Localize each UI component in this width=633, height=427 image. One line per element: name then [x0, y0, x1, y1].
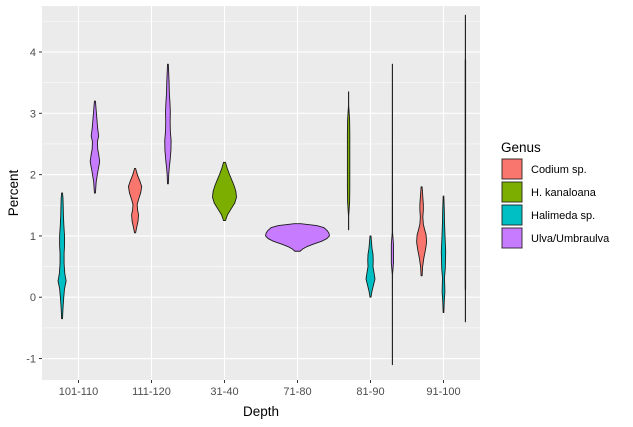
- x-tick-label: 71-80: [283, 386, 311, 398]
- legend-label: Ulva/Umbraulva: [531, 233, 610, 245]
- legend-label: Halimeda sp.: [531, 210, 595, 222]
- y-tick-label: -1: [26, 354, 36, 366]
- violin-halimeda-sp--101-110: [57, 192, 67, 320]
- grid: [42, 6, 480, 380]
- y-tick-label: 2: [30, 170, 36, 182]
- legend-swatch: [501, 227, 523, 249]
- legend-swatch: [501, 181, 523, 203]
- y-tick-label: 0: [30, 292, 36, 304]
- y-tick-label: 4: [30, 47, 36, 59]
- violin-ulva-umbraulva-81-90: [390, 63, 394, 366]
- legend-swatch: [501, 158, 523, 180]
- violin-codium-sp--111-120: [127, 168, 143, 234]
- violin-h-kanaloana-31-40: [212, 161, 237, 222]
- y-axis-title: Percent: [6, 169, 21, 216]
- legend-swatch: [501, 204, 523, 226]
- y-axis-ticks: -1 0 1 2 3 4: [26, 47, 42, 366]
- x-axis-title: Depth: [243, 404, 279, 419]
- panel-background: [42, 6, 480, 380]
- violin-h-kanaloana-81-90: [346, 91, 351, 231]
- x-tick-label: 31-40: [210, 386, 238, 398]
- legend: Genus Codium sp. H. kanaloana Halimeda sp.…: [501, 140, 610, 249]
- legend-label: H. kanaloana: [531, 187, 597, 199]
- violins: [57, 14, 467, 366]
- violin-halimeda-sp--81-90: [365, 235, 376, 298]
- violin-ulva-umbraulva-71-80: [265, 223, 330, 252]
- legend-title: Genus: [501, 140, 541, 155]
- y-tick-label: 3: [30, 108, 36, 120]
- violin-ulva-umbraulva-111-120: [164, 63, 172, 185]
- x-tick-label: 91-100: [426, 386, 460, 398]
- legend-label: Codium sp.: [531, 164, 587, 176]
- x-tick-label: 81-90: [356, 386, 384, 398]
- x-tick-label: 111-120: [132, 386, 171, 398]
- x-tick-label: 101-110: [59, 386, 99, 398]
- y-tick-label: 1: [30, 231, 36, 243]
- violin-halimeda-sp--91-100: [440, 195, 447, 314]
- x-axis-ticks: 101-110 111-120 31-40 71-80 81-90 91-100: [59, 380, 461, 398]
- violin-codium-sp--91-100: [416, 186, 428, 277]
- violin-ulva-umbraulva-101-110: [89, 100, 101, 194]
